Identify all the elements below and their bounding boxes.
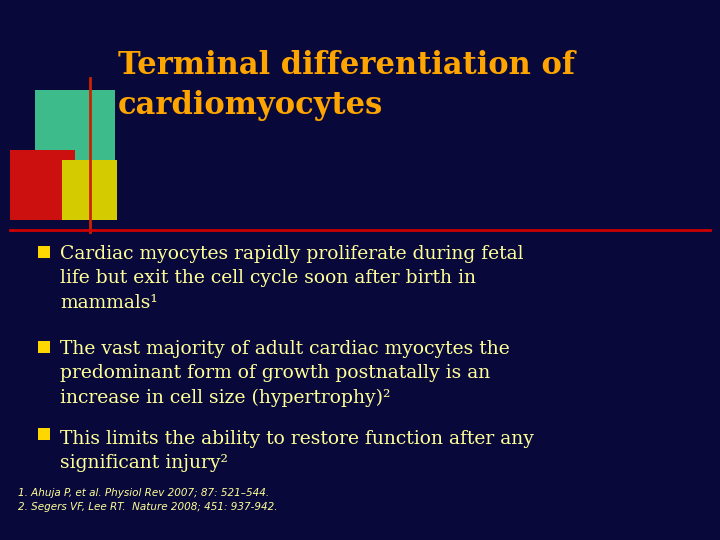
FancyBboxPatch shape bbox=[38, 246, 50, 258]
FancyBboxPatch shape bbox=[35, 90, 115, 170]
FancyBboxPatch shape bbox=[10, 150, 75, 220]
FancyBboxPatch shape bbox=[38, 341, 50, 353]
Text: cardiomyocytes: cardiomyocytes bbox=[118, 90, 383, 121]
Text: Cardiac myocytes rapidly proliferate during fetal
life but exit the cell cycle s: Cardiac myocytes rapidly proliferate dur… bbox=[60, 245, 523, 312]
Text: This limits the ability to restore function after any
significant injury²: This limits the ability to restore funct… bbox=[60, 430, 534, 472]
FancyBboxPatch shape bbox=[62, 160, 117, 220]
Text: The vast majority of adult cardiac myocytes the
predominant form of growth postn: The vast majority of adult cardiac myocy… bbox=[60, 340, 510, 407]
Text: Terminal differentiation of: Terminal differentiation of bbox=[118, 50, 575, 81]
FancyBboxPatch shape bbox=[38, 428, 50, 440]
Text: 1. Ahuja P, et al. Physiol Rev 2007; 87: 521–544.
2. Segers VF, Lee RT.  Nature : 1. Ahuja P, et al. Physiol Rev 2007; 87:… bbox=[18, 488, 277, 512]
